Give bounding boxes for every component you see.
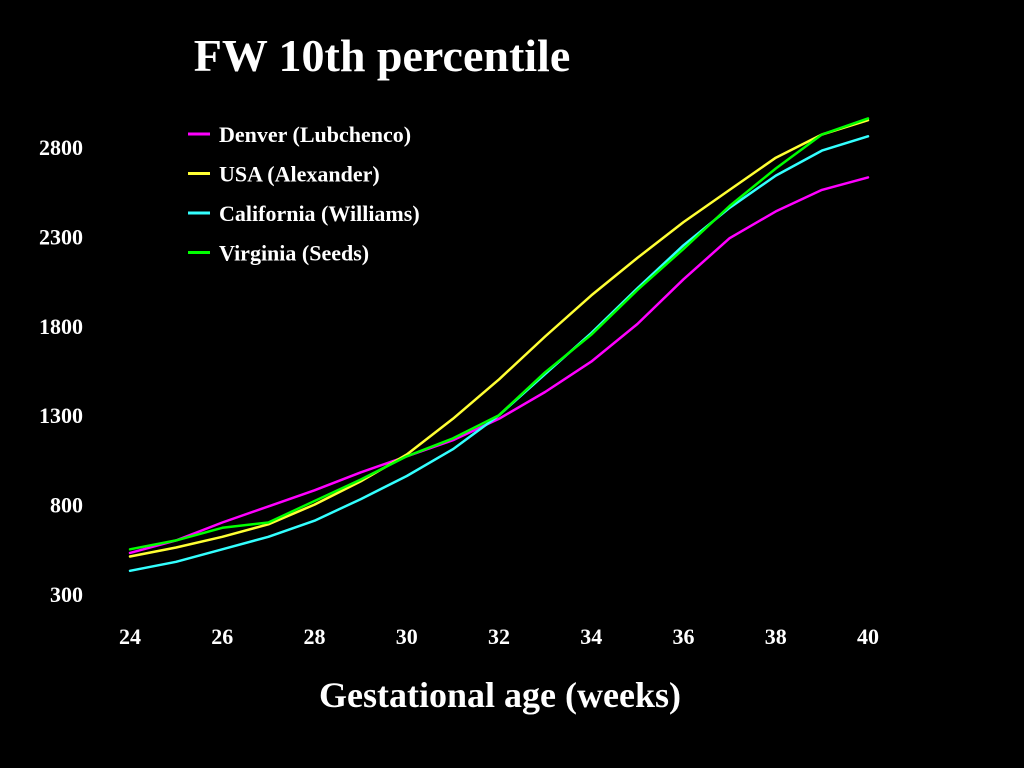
- legend-label: Denver (Lubchenco): [219, 122, 411, 147]
- legend-item: Virginia (Seeds): [188, 241, 369, 266]
- x-tick-label: 26: [211, 624, 233, 649]
- x-tick-label: 28: [304, 624, 326, 649]
- x-tick-label: 36: [673, 624, 695, 649]
- y-tick-label: 800: [50, 493, 83, 518]
- legend-label: California (Williams): [219, 201, 420, 226]
- y-tick-label: 1300: [39, 403, 83, 428]
- x-tick-label: 40: [857, 624, 879, 649]
- x-tick-label: 34: [580, 624, 602, 649]
- series-line-2: [128, 118, 870, 558]
- legend: Denver (Lubchenco) USA (Alexander) Califor…: [188, 122, 420, 266]
- series-line-1: [128, 176, 870, 555]
- chart-title: FW 10th percentile: [193, 30, 571, 81]
- legend-item: California (Williams): [188, 201, 420, 226]
- x-axis-label: Gestational age (weeks): [319, 675, 681, 715]
- y-tick-label: 2300: [39, 224, 83, 249]
- series-line-4: [128, 117, 870, 551]
- series-lines: [128, 117, 870, 573]
- y-tick-label: 2800: [39, 135, 83, 160]
- y-axis-ticks: 300 800 1300 1800 2300 2800: [39, 135, 83, 607]
- legend-item: Denver (Lubchenco): [188, 122, 411, 147]
- x-axis-ticks: 24 26 28 30 32 34 36 38 40: [119, 624, 879, 649]
- legend-item: USA (Alexander): [188, 162, 380, 187]
- x-tick-label: 30: [396, 624, 418, 649]
- x-tick-label: 24: [119, 624, 141, 649]
- x-tick-label: 38: [765, 624, 787, 649]
- legend-label: Virginia (Seeds): [219, 241, 369, 266]
- x-tick-label: 32: [488, 624, 510, 649]
- legend-label: USA (Alexander): [219, 162, 380, 187]
- y-tick-label: 1800: [39, 314, 83, 339]
- y-tick-label: 300: [50, 582, 83, 607]
